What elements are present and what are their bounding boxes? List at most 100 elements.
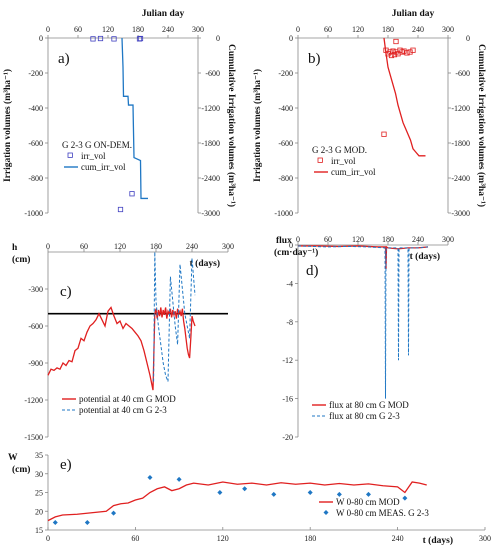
c-xtick-label-0: 0 — [46, 242, 50, 251]
d-xlabel: t (days) — [410, 251, 440, 262]
a-y2label: Cumulative Irrigation volumes (m³ha⁻¹) — [226, 44, 237, 207]
d-ytick-label-0: 0 — [289, 241, 293, 250]
a-y2tick-label-3: -1800 — [201, 139, 220, 148]
b-xtick-label-3: 180 — [382, 25, 394, 34]
d-xtick-label-5: 300 — [442, 235, 454, 244]
e-legend-label-1: W 0-80 cm MEAS. G 2-3 — [336, 508, 429, 518]
e-xtick-label-4: 240 — [392, 534, 404, 543]
d-ytick-label-5: -20 — [282, 433, 293, 442]
e-ytick-label-3: 30 — [35, 470, 43, 479]
b-legend-label-1: cum_irr_vol — [331, 167, 376, 177]
a-legend-title: G 2-3 G ON-DEM. — [62, 140, 132, 150]
a-xtick-label-5: 300 — [192, 25, 204, 34]
e-ytick-label-0: 15 — [35, 526, 43, 535]
e-ylabel-unit: (cm) — [12, 464, 30, 475]
b-y2tick-label-3: -1800 — [451, 139, 470, 148]
d-ytick-label-1: -4 — [286, 279, 293, 288]
d-legend-label-0: flux at 80 cm G MOD — [329, 400, 409, 410]
d-ylabel: flux — [276, 236, 292, 246]
a-series-1-line — [121, 37, 148, 200]
c-series-0-line — [47, 306, 196, 391]
c-ytick-label-0: -300 — [28, 285, 43, 294]
e-series-1-point-1 — [84, 520, 90, 525]
b-y2tick-label-1: -600 — [455, 69, 470, 78]
e-series-1-point-5 — [217, 490, 223, 495]
b-y2tick-label-0: 0 — [466, 34, 470, 43]
e-series-0-line — [47, 481, 427, 522]
e-legend-swatch-1 — [323, 510, 329, 515]
e-xtick-label-1: 60 — [131, 534, 139, 543]
e-xtick-label-0: 0 — [46, 534, 50, 543]
c-xtick-label-2: 120 — [114, 242, 126, 251]
d-xtick-label-2: 120 — [352, 235, 364, 244]
c-xtick-label-4: 240 — [186, 242, 198, 251]
e-xtick-label-3: 180 — [304, 534, 316, 543]
c-ylabel-unit: (cm) — [12, 254, 30, 265]
c-ytick-label-2: -900 — [28, 359, 43, 368]
a-ytick-label-0: 0 — [39, 34, 43, 43]
b-series-0-point-5 — [390, 48, 396, 54]
a-y2tick-label-5: -3000 — [201, 209, 220, 218]
e-ytick-label-2: 25 — [35, 489, 43, 498]
e-ytick-label-1: 20 — [35, 507, 43, 516]
d-ylabel-unit: (cm·day⁻¹) — [274, 247, 318, 258]
c-xtick-label-5: 300 — [222, 242, 234, 251]
a-legend-label-1: cum_irr_vol — [81, 162, 126, 172]
a-legend-swatch-0 — [67, 152, 73, 158]
d-series-1-line — [297, 245, 429, 399]
a-ylabel: Irrigation volumes (m³ha⁻¹) — [2, 69, 13, 182]
a-series-0-point-6 — [137, 35, 144, 42]
a-xtick-label-4: 240 — [162, 25, 174, 34]
c-ytick-label-3: -1200 — [24, 396, 43, 405]
b-panel-label: b) — [308, 51, 321, 67]
d-legend-label-1: flux at 80 cm G 2-3 — [329, 411, 400, 421]
e-panel-label: e) — [60, 457, 72, 473]
b-xtick-label-5: 300 — [442, 25, 454, 34]
a-ytick-label-1: -200 — [28, 69, 43, 78]
a-series-0-point-1 — [97, 35, 104, 42]
e-series-1-point-3 — [147, 475, 153, 480]
d-xtick-label-0: 0 — [296, 235, 300, 244]
a-legend-label-0: irr_vol — [81, 151, 106, 161]
b-xtick-label-4: 240 — [412, 25, 424, 34]
a-y2tick-label-4: -2400 — [201, 174, 220, 183]
c-legend-label-1: potential at 40 cm G 2-3 — [79, 405, 167, 415]
c-ylabel: h — [12, 243, 18, 253]
b-ytick-label-1: -200 — [278, 69, 293, 78]
a-y2tick-label-0: 0 — [216, 34, 220, 43]
a-ytick-label-2: -400 — [28, 104, 43, 113]
b-legend-label-0: irr_vol — [331, 156, 356, 166]
b-ytick-label-0: 0 — [289, 34, 293, 43]
b-xtick-label-0: 0 — [296, 25, 300, 34]
a-series-0-point-3 — [117, 206, 124, 213]
a-xtick-label-3: 180 — [132, 25, 144, 34]
b-series-0-point-13 — [407, 49, 413, 55]
e-series-1-point-8 — [307, 490, 313, 495]
b-series-1-line — [383, 37, 426, 157]
e-series-1-point-7 — [271, 491, 277, 497]
a-panel-label: a) — [58, 51, 70, 67]
c-legend-label-0: potential at 40 cm G MOD — [79, 394, 176, 404]
c-ytick-label-4: -1500 — [24, 433, 43, 442]
c-panel-label: c) — [60, 284, 72, 300]
a-ytick-label-5: -1000 — [24, 209, 43, 218]
e-ytick-label-4: 35 — [35, 451, 43, 460]
e-xtick-label-5: 300 — [479, 534, 491, 543]
e-series-1-point-0 — [52, 520, 58, 525]
e-series-1-point-10 — [365, 491, 371, 497]
b-ytick-label-2: -400 — [278, 104, 293, 113]
e-xtick-label-2: 120 — [217, 534, 229, 543]
d-xtick-label-4: 240 — [412, 235, 424, 244]
c-ytick-label-1: -600 — [28, 322, 43, 331]
b-series-0-point-15 — [393, 38, 399, 45]
b-series-0-point-11 — [401, 48, 407, 54]
a-xtick-label-2: 120 — [102, 25, 114, 34]
b-series-0-point-6 — [391, 52, 398, 58]
a-y2tick-label-1: -600 — [205, 69, 220, 78]
a-y2tick-label-2: -1200 — [201, 104, 220, 113]
d-ytick-label-2: -8 — [286, 318, 293, 327]
c-series-1-line — [153, 251, 196, 382]
a-series-0-point-2 — [111, 36, 117, 42]
e-legend-label-0: W 0-80 cm MOD — [336, 497, 400, 507]
